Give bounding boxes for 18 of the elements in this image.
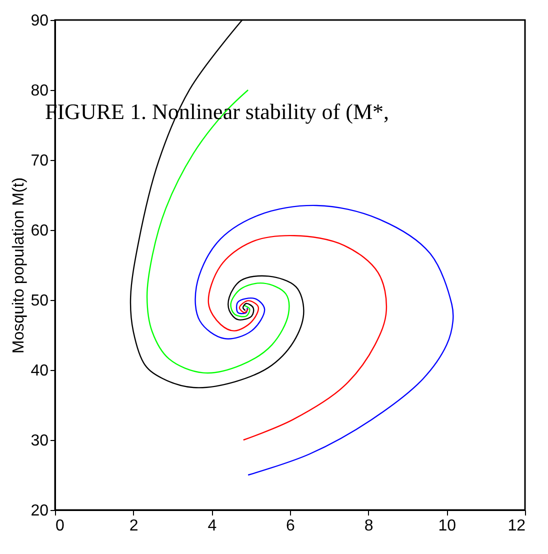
y-tick-label: 40 (30, 362, 49, 380)
x-tick-label: 4 (208, 518, 217, 534)
y-tick-label: 70 (30, 152, 49, 170)
x-tick-label: 8 (364, 518, 374, 534)
y-tick-label: 60 (30, 222, 49, 240)
line-series (208, 234, 388, 441)
x-tick-label: 6 (286, 518, 296, 534)
y-tick-label: 30 (30, 432, 49, 450)
line-series (194, 204, 454, 476)
y-axis-title: Mosquito population M(t) (10, 177, 28, 354)
y-tick-label: 20 (30, 502, 49, 520)
x-tick-label: 10 (438, 518, 456, 534)
x-tick-label: 2 (129, 518, 138, 534)
x-tick-label: 0 (56, 518, 64, 534)
y-tick-label: 90 (30, 12, 49, 30)
x-tick-label: 12 (508, 518, 526, 534)
y-tick-label: 80 (30, 82, 49, 100)
y-tick-label: 50 (30, 292, 49, 310)
